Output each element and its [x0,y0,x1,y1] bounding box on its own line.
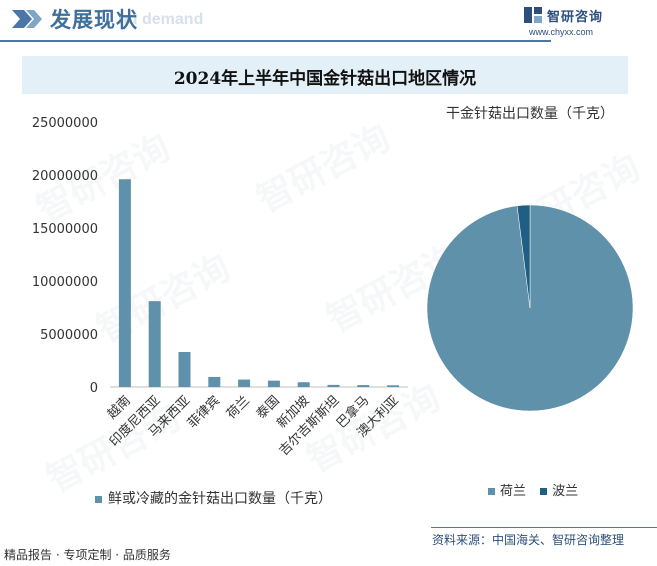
page-header: nd demand 发展现状 智研咨询 www.chyxx.com [0,0,657,40]
brand-url: www.chyxx.com [529,27,594,37]
bar [148,301,161,387]
footer-tagline: 精品报告 · 专项定制 · 品质服务 [4,548,171,562]
bar-legend: 鲜或冷藏的金针菇出口数量（千克） [95,488,332,508]
chart-title-band: 2024年上半年中国金针菇出口地区情况 [22,56,628,94]
header-ghost-text: nd demand [118,11,204,28]
page-title: 发展现状 [50,8,138,32]
bar [208,376,221,387]
pie-slice [516,204,531,309]
chart-title: 2024年上半年中国金针菇出口地区情况 [173,69,477,89]
legend-swatch [95,495,102,503]
legend-swatch [540,488,548,495]
y-tick-label: 25000000 [32,116,98,131]
brand-logo-icon [524,7,542,23]
pie-legend-item: 波兰 [540,484,578,499]
legend-label: 鲜或冷藏的金针菇出口数量（千克） [108,491,332,507]
footer: 精品报告 · 专项定制 · 品质服务 [0,542,657,566]
legend-label: 波兰 [552,484,579,499]
y-tick-label: 20000000 [32,169,98,184]
pie-legend-item: 荷兰 [488,484,526,499]
bar [387,385,400,387]
source-note: 资料来源：中国海关、智研咨询整理 [432,533,625,547]
brand: 智研咨询 www.chyxx.com [523,6,643,40]
y-tick-label: 10000000 [32,275,98,290]
pie-title: 干金针菇出口数量（千克） [446,106,614,122]
pie-legend: 荷兰 波兰 [488,480,588,499]
legend-swatch [488,488,495,495]
x-tick-label: 菲律宾 [184,393,223,432]
y-tick-label: 15000000 [32,222,98,237]
x-tick-label: 荷兰 [224,393,253,422]
y-tick-label: 5000000 [40,328,98,343]
brand-name: 智研咨询 [547,10,604,25]
y-tick-label: 0 [90,381,98,396]
bar [178,352,191,387]
bar [297,382,310,387]
bar [327,384,340,387]
pie-chart [426,204,634,412]
bar-chart: 25000000 20000000 15000000 10000000 5000000 0… [32,116,408,459]
header-divider [0,40,551,42]
bar [118,179,131,387]
footer-divider [431,527,657,528]
bar [357,385,370,387]
double-chevron-icon [12,10,42,28]
bar [267,380,280,387]
legend-label: 荷兰 [500,484,527,499]
bar [238,379,251,387]
